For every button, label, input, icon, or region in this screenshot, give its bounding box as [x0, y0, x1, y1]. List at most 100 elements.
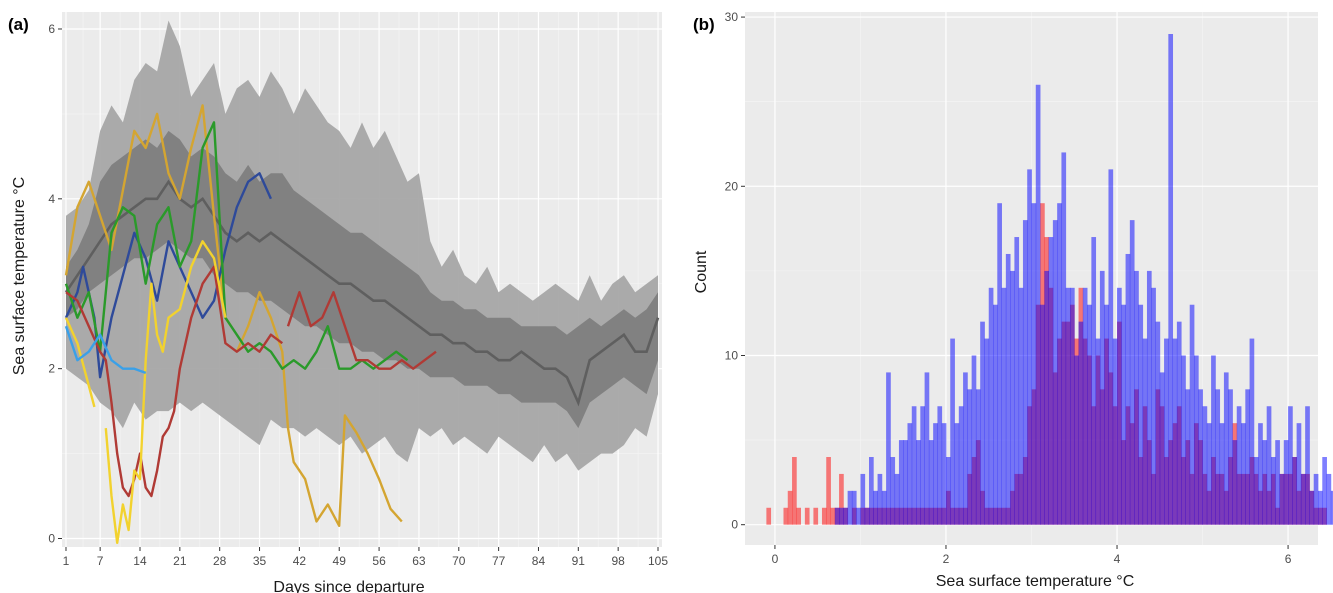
x-tick-label: 2: [943, 552, 950, 566]
histogram-bar: [1168, 34, 1174, 525]
histogram-bar: [1330, 490, 1333, 525]
histogram-bar: [792, 457, 797, 525]
x-tick-label: 14: [133, 554, 147, 568]
histogram-bar: [881, 490, 887, 525]
track-line: [65, 265, 284, 498]
histogram-bar: [1129, 220, 1135, 525]
histogram-bar: [937, 406, 943, 525]
histogram-bar: [830, 507, 836, 525]
panel-b-chart: 0 2 4 6 0 10 20 30 Sea surface temperature °C C…: [693, 10, 1333, 590]
track-line: [104, 240, 227, 544]
histogram-bar: [1159, 372, 1165, 525]
histogram-bar: [1275, 440, 1280, 525]
histogram-bar: [766, 507, 772, 525]
histogram-bar: [1142, 338, 1148, 525]
histogram-bar: [1228, 389, 1233, 525]
histogram-bar: [1313, 473, 1319, 525]
histogram-bar: [975, 389, 981, 525]
histogram-bar: [1219, 423, 1225, 525]
histogram-bar: [1057, 203, 1062, 525]
histogram-bar: [1099, 270, 1105, 525]
histogram-bar: [1181, 355, 1186, 525]
track-line: [64, 104, 233, 327]
histogram-bar: [933, 423, 938, 525]
histogram-bar: [950, 338, 955, 525]
histogram-bar: [1014, 237, 1020, 525]
histogram-bar: [1048, 237, 1054, 525]
x-tick-label: 1: [63, 554, 70, 568]
histogram-bar: [1074, 355, 1079, 525]
histogram-bar: [1253, 457, 1259, 525]
panel-b-x-axis-title: Sea surface temperature °C: [936, 573, 1135, 590]
x-tick-label: 91: [572, 554, 586, 568]
track-line: [64, 121, 409, 370]
histogram-bar: [860, 473, 866, 525]
y-tick-label: 0: [48, 532, 55, 546]
panel-a-x-axis-title: Days since departure: [273, 579, 424, 593]
histogram-bar: [945, 457, 951, 525]
panel-b-label: (b): [693, 15, 715, 34]
histogram-bar: [869, 457, 874, 525]
x-tick-label: 6: [1285, 552, 1292, 566]
histogram-bar: [1322, 457, 1327, 525]
histogram-bar: [1249, 338, 1255, 525]
histogram-bar: [1031, 203, 1037, 525]
histogram-bar: [851, 490, 857, 525]
panel-b-bars: [766, 34, 1333, 525]
histogram-bar: [839, 473, 844, 525]
histogram-bar: [787, 490, 793, 525]
histogram-bar: [1164, 338, 1169, 525]
y-tick-label: 10: [725, 348, 739, 362]
histogram-bar: [1022, 220, 1028, 525]
histogram-bar: [1241, 423, 1246, 525]
histogram-bar: [928, 440, 934, 525]
histogram-bar: [1266, 406, 1272, 525]
histogram-bar: [954, 423, 960, 525]
histogram-bar: [1018, 287, 1024, 525]
histogram-bar: [1095, 338, 1101, 525]
x-tick-label: 4: [1114, 552, 1121, 566]
histogram-bar: [1176, 321, 1182, 525]
y-tick-label: 6: [48, 22, 55, 36]
histogram-bar: [1305, 406, 1310, 525]
histogram-bar: [890, 457, 896, 525]
histogram-bar: [886, 372, 891, 525]
y-tick-label: 2: [48, 362, 55, 376]
histogram-bar: [1082, 287, 1088, 525]
track-line: [235, 291, 403, 527]
histogram-bar: [907, 423, 913, 525]
histogram-bar: [898, 440, 904, 525]
histogram-bar: [1065, 287, 1071, 525]
histogram-bar: [1052, 220, 1058, 525]
track-line: [64, 317, 96, 408]
histogram-bar: [1117, 287, 1122, 525]
histogram-bar: [1245, 389, 1250, 525]
histogram-bar: [1270, 457, 1276, 525]
histogram-bar: [1279, 473, 1285, 525]
histogram-bar: [997, 203, 1002, 525]
histogram-bar: [1078, 321, 1084, 525]
histogram-bar: [1236, 406, 1242, 525]
histogram-bar: [856, 507, 861, 525]
panel-a-chart: 1 7 14 21 28 35 42 49 56 63 70 77 84 91 98 105 0 2 4 6 Days…: [11, 12, 668, 593]
histogram-bar: [984, 338, 990, 525]
histogram-bar: [1044, 270, 1050, 525]
panel-a-ticks: 1 7 14 21 28 35 42 49 56 63 70 77 84 91 98 105 0 2 4 6: [48, 22, 668, 568]
histogram-bar: [1262, 440, 1268, 525]
histogram-bar: [1155, 321, 1161, 525]
histogram-bar: [796, 507, 801, 525]
histogram-bar: [821, 507, 827, 525]
histogram-bar: [847, 490, 853, 525]
x-tick-label: 84: [532, 554, 546, 568]
histogram-bar: [1061, 152, 1067, 525]
histogram-bar: [903, 440, 908, 525]
histogram-bar: [804, 507, 810, 525]
histogram-bar: [1232, 440, 1238, 525]
histogram-bar: [1292, 457, 1298, 525]
histogram-bar: [1134, 270, 1139, 525]
histogram-bar: [1193, 355, 1199, 525]
histogram-bar: [1121, 304, 1126, 525]
histogram-bar: [993, 304, 998, 525]
histogram-bar: [988, 287, 994, 525]
